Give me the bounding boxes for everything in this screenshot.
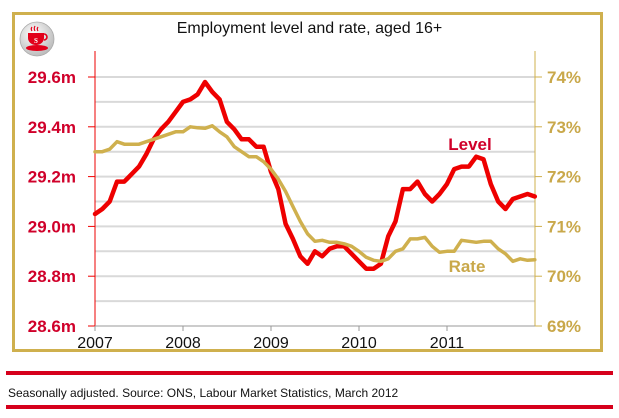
series-label-rate: Rate [449, 257, 486, 276]
left-axis-label: 29.4m [28, 118, 76, 137]
chart-frame [12, 12, 603, 352]
footer-rule-bottom [6, 405, 613, 409]
right-axis-label: 73% [547, 118, 581, 137]
right-axis-label: 74% [547, 68, 581, 87]
left-axis-label: 28.8m [28, 267, 76, 286]
right-axis-label: 71% [547, 217, 581, 236]
right-axis-label: 72% [547, 168, 581, 187]
left-axis-label: 29.6m [28, 68, 76, 87]
series-line-rate [93, 124, 537, 264]
svg-text:S: S [34, 37, 38, 45]
series-line-level [92, 79, 538, 271]
source-note: Seasonally adjusted. Source: ONS, Labour… [8, 386, 399, 400]
x-axis-label: 2009 [253, 335, 289, 352]
x-axis-label: 2010 [341, 335, 377, 352]
coffee-cup-logo-icon: S [19, 21, 55, 57]
x-axis-label: 2007 [77, 335, 113, 352]
left-axis-label: 29.0m [28, 217, 76, 236]
right-axis-label: 69% [547, 317, 581, 336]
left-axis-label: 29.2m [28, 168, 76, 187]
x-axis-label: 2011 [430, 335, 465, 352]
left-axis-label: 28.6m [28, 317, 76, 336]
footer-rule-top [6, 371, 613, 375]
right-axis-label: 70% [547, 267, 581, 286]
chart-title: Employment level and rate, aged 16+ [176, 20, 443, 37]
series-label-level: Level [448, 135, 491, 154]
x-axis-label: 2008 [165, 335, 201, 352]
